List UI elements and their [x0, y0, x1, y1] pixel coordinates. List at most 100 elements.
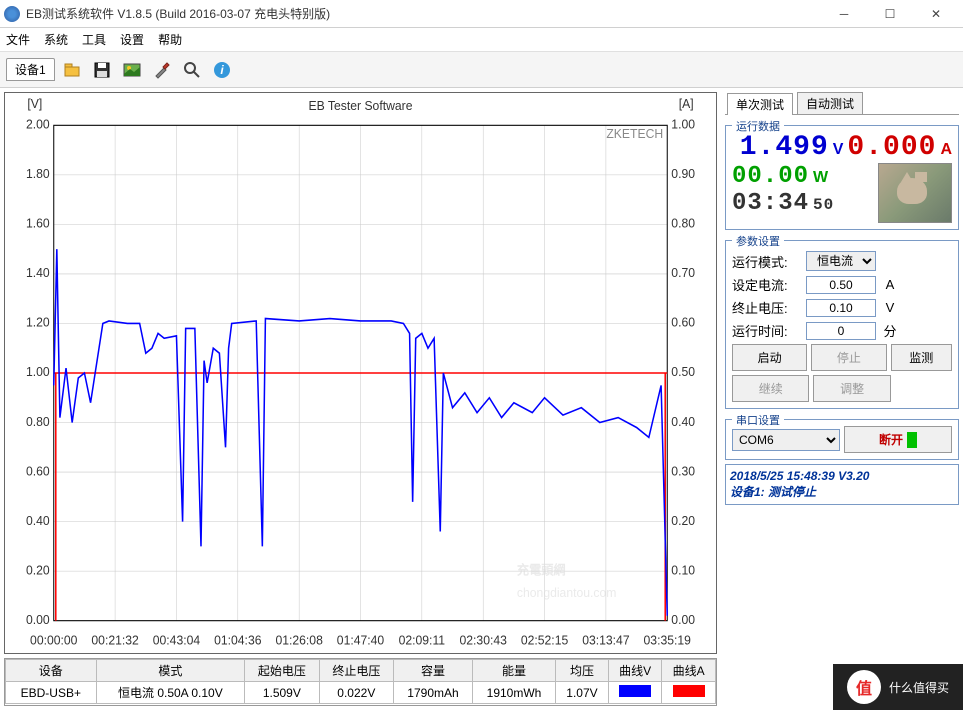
stop-v-unit: V [880, 300, 900, 315]
close-button[interactable]: ✕ [913, 0, 959, 28]
run-time-unit: 分 [880, 321, 900, 340]
image-icon[interactable] [119, 57, 145, 83]
status-line2: 设备1: 测试停止 [730, 483, 954, 500]
set-current-label: 设定电流: [732, 275, 802, 294]
watermark-overlay: 值 什么值得买 [833, 664, 963, 710]
right-panel: 单次测试 自动测试 运行数据 1.499 V 0.000 A 00.00 W 0… [721, 88, 963, 710]
run-time-input[interactable] [806, 322, 876, 340]
cell-colora [662, 682, 716, 704]
watermark-text: 什么值得买 [889, 679, 949, 696]
minimize-button[interactable]: ─ [821, 0, 867, 28]
svg-text:1.40: 1.40 [26, 266, 50, 280]
table-header: 终止电压 [319, 660, 393, 682]
serial-group: 串口设置 COM6 断开 [725, 419, 959, 460]
save-icon[interactable] [89, 57, 115, 83]
menu-tools[interactable]: 工具 [82, 31, 106, 48]
param-title: 参数设置 [732, 233, 784, 249]
title-bar: EB测试系统软件 V1.8.5 (Build 2016-03-07 充电头特别版… [0, 0, 963, 28]
svg-text:[A]: [A] [679, 97, 694, 111]
svg-text:ZKETECH: ZKETECH [606, 127, 663, 141]
status-datetime: 2018/5/25 15:48:39 V3.20 [730, 469, 954, 483]
run-data-title: 运行数据 [732, 118, 784, 134]
svg-text:0.40: 0.40 [671, 414, 695, 428]
time-display: 03:34 [732, 190, 809, 217]
menu-file[interactable]: 文件 [6, 31, 30, 48]
monitor-button[interactable]: 监测 [891, 344, 952, 371]
table-header: 均压 [556, 660, 609, 682]
port-select[interactable]: COM6 [732, 429, 840, 451]
svg-text:2.00: 2.00 [26, 117, 50, 131]
time-sec: 50 [813, 196, 834, 214]
cell-startv: 1.509V [245, 682, 319, 704]
svg-text:chongdiantou.com: chongdiantou.com [517, 586, 617, 600]
svg-text:1.00: 1.00 [671, 117, 695, 131]
continue-button[interactable]: 继续 [732, 375, 809, 402]
result-table: 设备模式起始电压终止电压容量能量均压曲线V曲线A EBD-USB+ 恒电流 0.… [4, 658, 717, 706]
svg-text:0.10: 0.10 [671, 563, 695, 577]
toolbar: 设备1 i [0, 52, 963, 88]
cell-device: EBD-USB+ [6, 682, 97, 704]
cell-cap: 1790mAh [394, 682, 473, 704]
device-tab[interactable]: 设备1 [6, 58, 55, 81]
current-unit: A [940, 141, 952, 159]
svg-text:0.80: 0.80 [671, 216, 695, 230]
table-header: 曲线V [608, 660, 662, 682]
svg-text:00:43:04: 00:43:04 [153, 633, 200, 647]
cat-image [878, 163, 952, 223]
menu-settings[interactable]: 设置 [120, 31, 144, 48]
serial-title: 串口设置 [732, 412, 784, 428]
tab-single-test[interactable]: 单次测试 [727, 93, 793, 115]
watermark-badge: 值 [847, 670, 881, 704]
mode-select[interactable]: 恒电流 [806, 251, 876, 271]
svg-text:0.90: 0.90 [671, 167, 695, 181]
disconnect-button[interactable]: 断开 [844, 426, 952, 453]
voltage-unit: V [833, 141, 844, 159]
tab-auto-test[interactable]: 自动测试 [797, 92, 863, 114]
status-box: 2018/5/25 15:48:39 V3.20 设备1: 测试停止 [725, 464, 959, 505]
table-header: 容量 [394, 660, 473, 682]
svg-text:0.80: 0.80 [26, 414, 50, 428]
main-area: EB Tester Software ZKETECH [V] [A] 0.00 0.000… [0, 88, 963, 710]
maximize-button[interactable]: ☐ [867, 0, 913, 28]
chart-area[interactable]: EB Tester SoftwareZKETECH[V][A]0.000.000… [4, 92, 717, 654]
svg-text:0.50: 0.50 [671, 365, 695, 379]
cell-avgv: 1.07V [556, 682, 609, 704]
adjust-button[interactable]: 调整 [813, 375, 890, 402]
stop-v-input[interactable] [806, 299, 876, 317]
svg-text:0.60: 0.60 [26, 464, 50, 478]
svg-text:02:09:11: 02:09:11 [399, 633, 446, 647]
info-icon[interactable]: i [209, 57, 235, 83]
start-button[interactable]: 启动 [732, 344, 807, 371]
table-header: 曲线A [662, 660, 716, 682]
svg-text:1.80: 1.80 [26, 167, 50, 181]
svg-text:02:52:15: 02:52:15 [521, 633, 568, 647]
left-panel: EB Tester SoftwareZKETECH[V][A]0.000.000… [0, 88, 721, 710]
app-icon [4, 6, 20, 22]
svg-text:[V]: [V] [27, 97, 42, 111]
open-icon[interactable] [59, 57, 85, 83]
svg-text:03:35:19: 03:35:19 [644, 633, 691, 647]
svg-text:0.00: 0.00 [26, 613, 50, 627]
svg-text:0.70: 0.70 [671, 266, 695, 280]
svg-text:充電頭網: 充電頭網 [517, 562, 566, 577]
search-icon[interactable] [179, 57, 205, 83]
tools-icon[interactable] [149, 57, 175, 83]
voltage-display: 1.499 [740, 132, 829, 163]
svg-text:02:30:43: 02:30:43 [460, 633, 507, 647]
table-row[interactable]: EBD-USB+ 恒电流 0.50A 0.10V 1.509V 0.022V 1… [6, 682, 716, 704]
svg-text:0.20: 0.20 [26, 563, 50, 577]
svg-text:00:21:32: 00:21:32 [91, 633, 138, 647]
svg-text:03:13:47: 03:13:47 [582, 633, 629, 647]
power-display: 00.00 [732, 163, 809, 190]
svg-text:EB Tester Software: EB Tester Software [309, 99, 413, 113]
run-data-group: 运行数据 1.499 V 0.000 A 00.00 W 03:34 50 [725, 125, 959, 230]
svg-text:01:47:40: 01:47:40 [337, 633, 384, 647]
current-display: 0.000 [847, 132, 936, 163]
stop-button[interactable]: 停止 [811, 344, 886, 371]
param-group: 参数设置 运行模式: 恒电流 设定电流: A 终止电压: V 运行时间: 分 [725, 240, 959, 409]
menu-system[interactable]: 系统 [44, 31, 68, 48]
menu-help[interactable]: 帮助 [158, 31, 182, 48]
menu-bar: 文件 系统 工具 设置 帮助 [0, 28, 963, 52]
table-header: 模式 [96, 660, 245, 682]
set-current-input[interactable] [806, 276, 876, 294]
